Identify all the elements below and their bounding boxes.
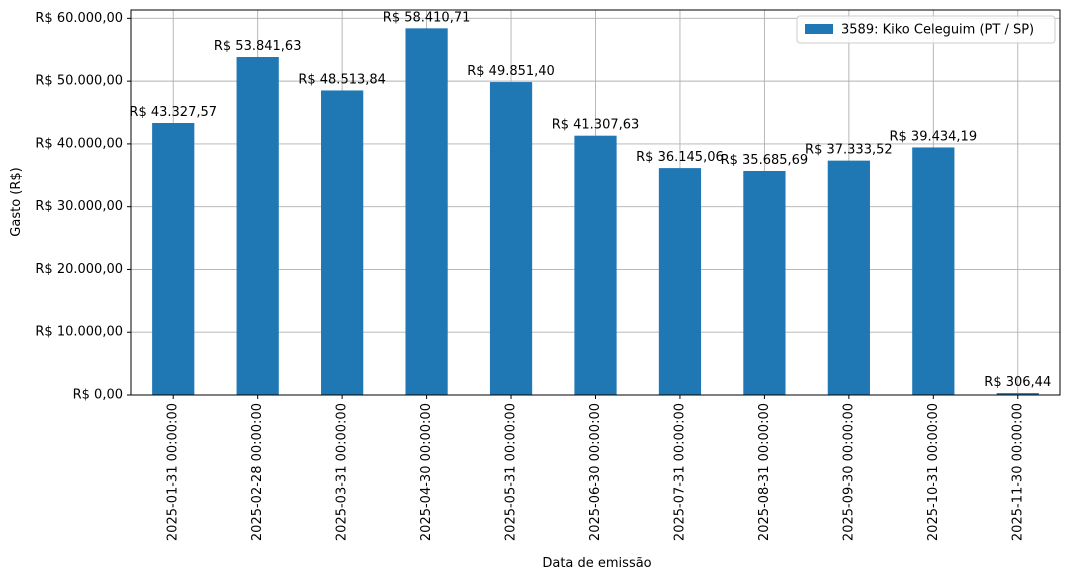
y-tick-label: R$ 10.000,00	[35, 325, 123, 340]
bar	[489, 82, 533, 395]
x-tick-label: 2025-03-31 00:00:00	[335, 403, 350, 541]
data-label: R$ 49.851,40	[467, 64, 555, 79]
legend-label: 3589: Kiko Celeguim (PT / SP)	[841, 23, 1034, 38]
legend-swatch	[805, 24, 833, 34]
legend-box	[796, 15, 1056, 44]
y-tick-label: R$ 0,00	[73, 388, 123, 403]
x-tick-label: 2025-08-31 00:00:00	[757, 403, 772, 541]
bar	[912, 147, 955, 395]
data-label: R$ 58.410,71	[383, 10, 471, 25]
x-tick-label: 2025-06-30 00:00:00	[588, 403, 603, 541]
bar	[658, 168, 702, 395]
x-axis-label: Data de emissão	[542, 556, 651, 571]
bar	[321, 90, 364, 396]
data-label: R$ 37.333,52	[805, 143, 893, 158]
bar	[996, 393, 1039, 395]
x-tick-label: 2025-05-31 00:00:00	[504, 403, 519, 541]
data-label: R$ 35.685,69	[721, 153, 809, 168]
data-label: R$ 48.513,84	[298, 72, 386, 87]
bar	[827, 160, 870, 395]
y-axis-label: Gasto (R$)	[9, 167, 24, 236]
x-tick-label: 2025-01-31 00:00:00	[166, 403, 181, 541]
bar	[236, 57, 279, 395]
bar	[405, 28, 448, 395]
y-tick-label: R$ 40.000,00	[35, 136, 123, 151]
data-label: R$ 39.434,19	[890, 129, 978, 144]
bar	[574, 135, 617, 395]
x-tick-label: 2025-07-31 00:00:00	[672, 403, 687, 541]
data-label: R$ 53.841,63	[214, 39, 302, 54]
y-tick-label: R$ 20.000,00	[35, 262, 123, 277]
data-label: R$ 43.327,57	[129, 105, 217, 120]
x-tick-label: 2025-11-30 00:00:00	[1010, 403, 1025, 541]
y-tick-label: R$ 30.000,00	[35, 199, 123, 214]
x-tick-label: 2025-02-28 00:00:00	[250, 403, 265, 541]
y-tick-label: R$ 60.000,00	[35, 11, 123, 26]
x-tick-label: 2025-04-30 00:00:00	[419, 403, 434, 541]
y-tick-label: R$ 50.000,00	[35, 74, 123, 89]
bar	[743, 170, 786, 395]
plot-frame	[130, 9, 1061, 396]
data-label: R$ 306,44	[984, 375, 1051, 390]
data-label: R$ 36.145,06	[636, 150, 724, 165]
x-tick-label: 2025-10-31 00:00:00	[926, 403, 941, 541]
x-tick-label: 2025-09-30 00:00:00	[841, 403, 856, 541]
bar	[152, 123, 195, 396]
data-label: R$ 41.307,63	[552, 118, 640, 133]
